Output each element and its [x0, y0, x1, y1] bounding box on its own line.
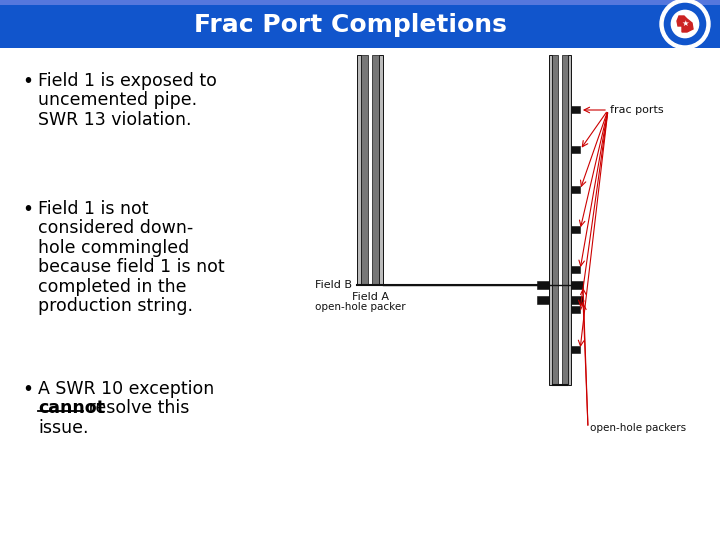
Bar	[571, 266, 580, 273]
Bar	[537, 296, 549, 304]
Bar	[568, 55, 571, 385]
Text: completed in the: completed in the	[38, 278, 186, 295]
Bar	[552, 55, 558, 385]
Circle shape	[671, 10, 698, 38]
Text: •: •	[22, 72, 33, 91]
Bar	[571, 306, 580, 313]
Circle shape	[660, 0, 710, 49]
Text: Frac Port Completions: Frac Port Completions	[194, 13, 506, 37]
Polygon shape	[677, 16, 693, 32]
Bar	[361, 55, 368, 285]
Bar	[571, 296, 583, 304]
Text: because field 1 is not: because field 1 is not	[38, 258, 225, 276]
Bar	[379, 55, 383, 285]
Bar	[0, 0, 720, 5]
Text: open-hole packers: open-hole packers	[590, 423, 686, 433]
Bar	[571, 281, 583, 289]
Text: resolve this: resolve this	[83, 400, 189, 417]
Bar	[0, 0, 720, 48]
Text: •: •	[22, 200, 33, 219]
Text: ★: ★	[681, 18, 689, 28]
Bar	[571, 106, 580, 113]
Text: Field B: Field B	[315, 280, 352, 290]
Bar	[571, 346, 580, 353]
Text: Field 1 is exposed to: Field 1 is exposed to	[38, 72, 217, 90]
Text: issue.: issue.	[38, 418, 89, 437]
Text: production string.: production string.	[38, 297, 193, 315]
Text: considered down-: considered down-	[38, 219, 193, 238]
Bar	[549, 55, 552, 385]
Text: •: •	[22, 380, 33, 399]
Bar	[372, 55, 379, 285]
Text: Field A: Field A	[351, 292, 389, 302]
Bar	[571, 186, 580, 193]
Bar	[562, 55, 568, 385]
Text: Field 1 is not: Field 1 is not	[38, 200, 148, 218]
Bar	[571, 146, 580, 153]
Text: uncemented pipe.: uncemented pipe.	[38, 91, 197, 110]
Bar	[357, 55, 361, 285]
Text: SWR 13 violation.: SWR 13 violation.	[38, 111, 192, 129]
Text: frac ports: frac ports	[610, 105, 664, 115]
Text: open-hole packer: open-hole packer	[315, 302, 405, 312]
Text: A SWR 10 exception: A SWR 10 exception	[38, 380, 215, 398]
Bar	[537, 281, 549, 289]
Circle shape	[663, 2, 707, 46]
Text: hole commingled: hole commingled	[38, 239, 189, 256]
Bar	[571, 226, 580, 233]
Text: cannot: cannot	[38, 400, 105, 417]
